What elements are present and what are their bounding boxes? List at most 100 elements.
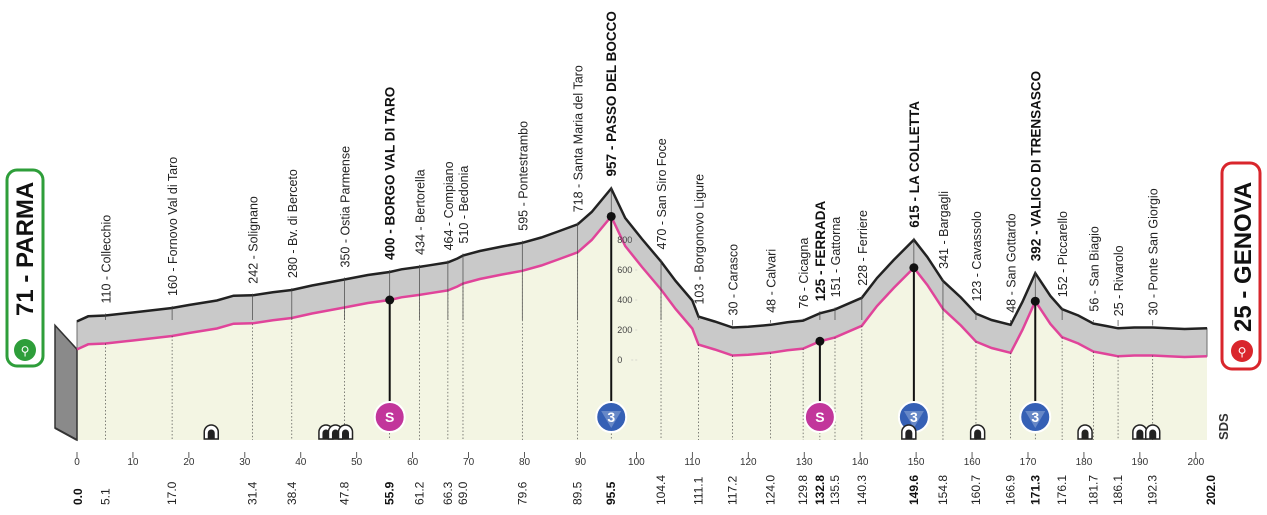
distance-label: 89.5	[571, 481, 585, 505]
km-tick-label: 30	[239, 457, 251, 468]
kom-triangle	[903, 411, 924, 428]
finish-badge: 25 - GENOVA ⚲	[1220, 161, 1262, 371]
km-tick-label: 200	[1187, 457, 1204, 468]
finish-town-label: 25 - GENOVA	[1230, 182, 1257, 332]
km-tick-label: 170	[1020, 457, 1037, 468]
km-tick-label: 100	[628, 457, 645, 468]
distance-label: 149.6	[907, 475, 921, 505]
intermediate-sprint-icon	[803, 401, 836, 433]
finish-km-label: 202.0	[1204, 475, 1218, 505]
climb-sprint-markers: S 3 S 3 3	[373, 211, 1052, 433]
marker-label: 3	[910, 409, 918, 425]
distance-label: 135.5	[828, 475, 842, 505]
sds-logo: SDS	[1216, 413, 1231, 440]
distance-label: 171.3	[1028, 475, 1042, 505]
kom-cat3-icon	[1019, 401, 1052, 433]
profile-side-wall	[54, 323, 78, 442]
distance-label: 154.8	[936, 475, 950, 505]
km-tick-label: 130	[796, 457, 813, 468]
tunnel-opening	[342, 429, 350, 439]
altitude-tick-label: 0	[617, 355, 622, 365]
location-label: 30 - Carasco	[727, 244, 741, 316]
distance-label: 140.3	[855, 475, 869, 505]
intermediate-sprint-icon	[373, 401, 406, 433]
km-tick-label: 190	[1132, 457, 1149, 468]
km-tick-label: 150	[908, 457, 925, 468]
location-label: 242 - Solignano	[247, 196, 261, 284]
distance-label: 55.9	[383, 481, 397, 505]
km-tick-label: 120	[740, 457, 757, 468]
distance-label: 181.7	[1086, 475, 1100, 505]
profile-area	[54, 186, 1208, 442]
location-label: 48 - San Gottardo	[1005, 213, 1019, 312]
distance-label: 176.1	[1055, 475, 1069, 505]
km-tick-label: 90	[575, 457, 587, 468]
location-label: 76 - Cicagna	[797, 238, 811, 309]
distance-label: 61.2	[412, 481, 426, 505]
tunnel-opening	[1149, 429, 1157, 439]
location-label: 56 - San Biagio	[1087, 226, 1101, 312]
start-badge: 71 - PARMA ⚲	[5, 168, 45, 368]
km-tick-label: 110	[684, 457, 700, 468]
location-label: 595 - Pontestrambo	[516, 121, 530, 231]
location-label: 160 - Fornovo Val di Taro	[166, 157, 180, 296]
location-label: 103 - Borgonovo Ligure	[693, 174, 707, 305]
location-label: 341 - Bargagli	[937, 191, 951, 269]
kom-triangle	[1025, 411, 1046, 428]
start-km-label: 0.0	[71, 488, 85, 505]
marker-label: 3	[607, 409, 615, 425]
location-label: 957 - PASSO DEL BOCCO	[604, 11, 619, 176]
km-tick-label: 70	[463, 457, 475, 468]
km-guide-lines	[105, 186, 1154, 440]
kom-cat3-icon	[595, 401, 628, 433]
location-label: 280 - Bv. di Berceto	[286, 169, 300, 278]
distance-label: 186.1	[1111, 475, 1125, 505]
distance-label: 132.8	[813, 475, 827, 505]
finish-bike-glyph: ⚲	[1238, 345, 1247, 359]
start-badge-frame	[5, 168, 45, 368]
km-axis: 0 10 20 30 40 50 60 70 80 90 100 110 120 130 140 150 160…	[74, 452, 1205, 505]
start-town-label: 71 - PARMA	[12, 182, 39, 316]
location-label: 48 - Calvari	[765, 249, 779, 313]
location-label: 718 - Santa Maria del Taro	[572, 65, 586, 212]
finish-bike-icon	[1231, 340, 1253, 362]
location-labels: 110 - Collecchio 160 - Fornovo Val di Tar…	[100, 11, 1161, 316]
distance-label: 47.8	[337, 481, 351, 505]
location-label: 464 - Compiano	[442, 161, 456, 250]
distance-label: 166.9	[1004, 475, 1018, 505]
location-label: 470 - San Siro Foce	[655, 138, 669, 249]
altitude-tick-label: 400	[617, 295, 632, 305]
tunnel-opening	[905, 429, 913, 439]
km-tick-label: 160	[964, 457, 981, 468]
km-tick-label: 0	[74, 457, 80, 468]
distance-label: 192.3	[1146, 475, 1160, 505]
distance-label: 95.5	[604, 481, 618, 505]
distance-label: 104.4	[654, 475, 668, 505]
finish-badge-frame	[1220, 161, 1262, 371]
distance-label: 69.0	[456, 481, 470, 505]
location-label: 615 - LA COLLETTA	[907, 101, 922, 228]
tunnel-opening	[974, 429, 982, 439]
tunnel-opening	[1136, 429, 1144, 439]
tunnel-opening	[1081, 429, 1089, 439]
km-tick-label: 140	[852, 457, 869, 468]
altitude-tick-label: 600	[617, 265, 632, 275]
tunnel-icons	[203, 424, 1161, 440]
tunnel-opening	[331, 429, 339, 439]
location-label: 125 - FERRADA	[813, 200, 828, 301]
km-tick-label: 40	[295, 457, 307, 468]
distance-label: 124.0	[764, 475, 778, 505]
km-tick-label: 80	[519, 457, 531, 468]
tunnel-opening	[322, 429, 330, 439]
kom-triangle	[601, 411, 622, 428]
profile-ridge-line	[76, 186, 1208, 331]
km-tick-label: 180	[1076, 457, 1093, 468]
distance-label: 111.1	[692, 476, 706, 505]
location-label: 152 - Piccarello	[1056, 211, 1070, 297]
distance-label: 38.4	[285, 481, 299, 505]
tunnel-opening	[207, 429, 215, 439]
location-label: 110 - Collecchio	[100, 215, 114, 304]
marker-label: S	[385, 409, 394, 425]
distance-label: 160.7	[969, 475, 983, 505]
